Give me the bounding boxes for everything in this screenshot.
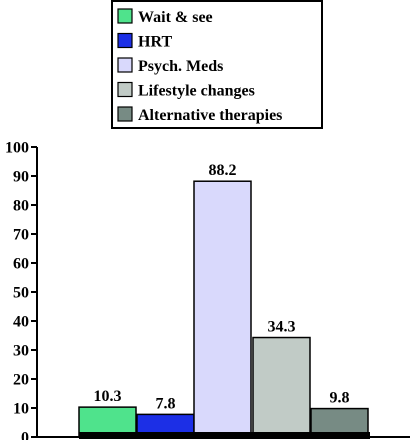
legend-label: Lifestyle changes xyxy=(138,83,255,100)
legend-swatch xyxy=(117,81,133,98)
data-label: 7.8 xyxy=(156,395,176,412)
y-tick-label: 60 xyxy=(13,256,29,273)
plot-area: 0 10 20 30 40 50 60 70 80 90 100 10.3 7.8 88.2 34.3 9.… xyxy=(5,140,410,440)
legend-swatch xyxy=(117,32,133,49)
y-tick-label: 20 xyxy=(13,372,29,389)
legend-label: Psych. Meds xyxy=(138,58,223,75)
data-label: 34.3 xyxy=(268,319,296,336)
y-tick-label: 0 xyxy=(21,430,29,440)
legend-label: Wait & see xyxy=(138,9,213,26)
bar xyxy=(193,180,252,438)
legend-label: Alternative therapies xyxy=(138,107,282,124)
y-tick-label: 100 xyxy=(5,140,29,157)
legend-swatch xyxy=(117,57,133,73)
legend-swatch xyxy=(117,106,133,122)
y-tick-label: 70 xyxy=(13,227,29,244)
y-tick-label: 50 xyxy=(13,285,29,302)
legend-swatch xyxy=(117,8,133,24)
y-tick-label: 30 xyxy=(13,343,29,360)
x-axis-baseline xyxy=(79,432,370,439)
y-tick-label: 10 xyxy=(13,401,29,418)
data-label: 10.3 xyxy=(94,388,122,405)
bar xyxy=(252,336,311,438)
y-tick-label: 90 xyxy=(13,169,29,186)
y-tick-label: 80 xyxy=(13,198,29,215)
legend-box xyxy=(111,0,323,129)
y-tick-label: 40 xyxy=(13,314,29,331)
legend: Wait & see HRT Psych. Meds Lifestyle change… xyxy=(111,0,323,129)
data-label: 88.2 xyxy=(209,162,237,179)
data-label: 9.8 xyxy=(330,390,350,407)
legend-label: HRT xyxy=(138,34,172,51)
